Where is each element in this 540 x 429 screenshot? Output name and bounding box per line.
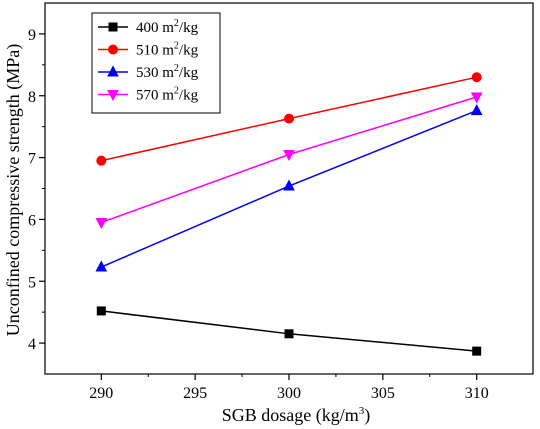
legend: 400 m2/kg 510 m2/kg 530 m2/kg 570 m2/kg xyxy=(91,12,221,114)
x-axis-title-superscript: 3 xyxy=(359,405,365,417)
x-axis: 290 295 300 305 310 xyxy=(89,374,489,402)
y-tick-label: 6 xyxy=(28,212,36,229)
x-tick-label: 310 xyxy=(465,385,489,402)
data-point xyxy=(96,306,106,316)
data-point xyxy=(95,218,108,230)
legend-item: 400 m2/kg xyxy=(98,18,199,36)
legend-marker xyxy=(107,65,119,77)
x-axis-title: SGB dosage (kg/m3) xyxy=(222,405,371,426)
data-point xyxy=(283,179,295,191)
legend-item: 510 m2/kg xyxy=(98,41,199,59)
y-tick-label: 7 xyxy=(28,151,36,168)
data-point xyxy=(472,346,482,356)
x-axis-title-text: SGB dosage (kg/m xyxy=(222,405,359,426)
legend-label: 400 m2/kg xyxy=(136,18,199,36)
x-tick-label: 300 xyxy=(277,385,301,402)
x-tick-label: 290 xyxy=(89,385,113,402)
legend-marker xyxy=(108,22,118,32)
legend-marker xyxy=(107,90,119,102)
x-axis-title-tail: ) xyxy=(364,405,370,426)
y-tick-label: 8 xyxy=(28,89,36,106)
data-point xyxy=(95,260,108,272)
data-point xyxy=(470,104,483,116)
data-point xyxy=(284,113,294,124)
legend-label: 530 m2/kg xyxy=(136,63,199,81)
data-point xyxy=(96,155,107,166)
legend-label: 570 m2/kg xyxy=(136,86,199,104)
series-3 xyxy=(95,92,483,230)
x-tick-label: 305 xyxy=(371,385,395,402)
y-tick-label: 4 xyxy=(28,336,36,353)
y-axis: 4 5 6 7 8 9 xyxy=(28,27,45,353)
legend-label: 510 m2/kg xyxy=(136,41,199,59)
series-layer xyxy=(95,72,483,356)
series-0 xyxy=(96,306,482,356)
series-2 xyxy=(95,104,483,272)
x-tick-label: 295 xyxy=(183,385,207,402)
legend-item: 530 m2/kg xyxy=(98,63,199,81)
legend-item: 570 m2/kg xyxy=(98,86,199,104)
data-point xyxy=(470,92,483,104)
y-axis-title: Unconfined compressive strength (MPa) xyxy=(3,44,24,336)
data-point xyxy=(284,329,294,339)
y-tick-label: 9 xyxy=(28,27,36,44)
data-point xyxy=(283,149,295,162)
legend-marker xyxy=(108,44,118,55)
series-1 xyxy=(96,72,482,166)
data-point xyxy=(471,72,482,83)
y-tick-label: 5 xyxy=(28,274,36,291)
